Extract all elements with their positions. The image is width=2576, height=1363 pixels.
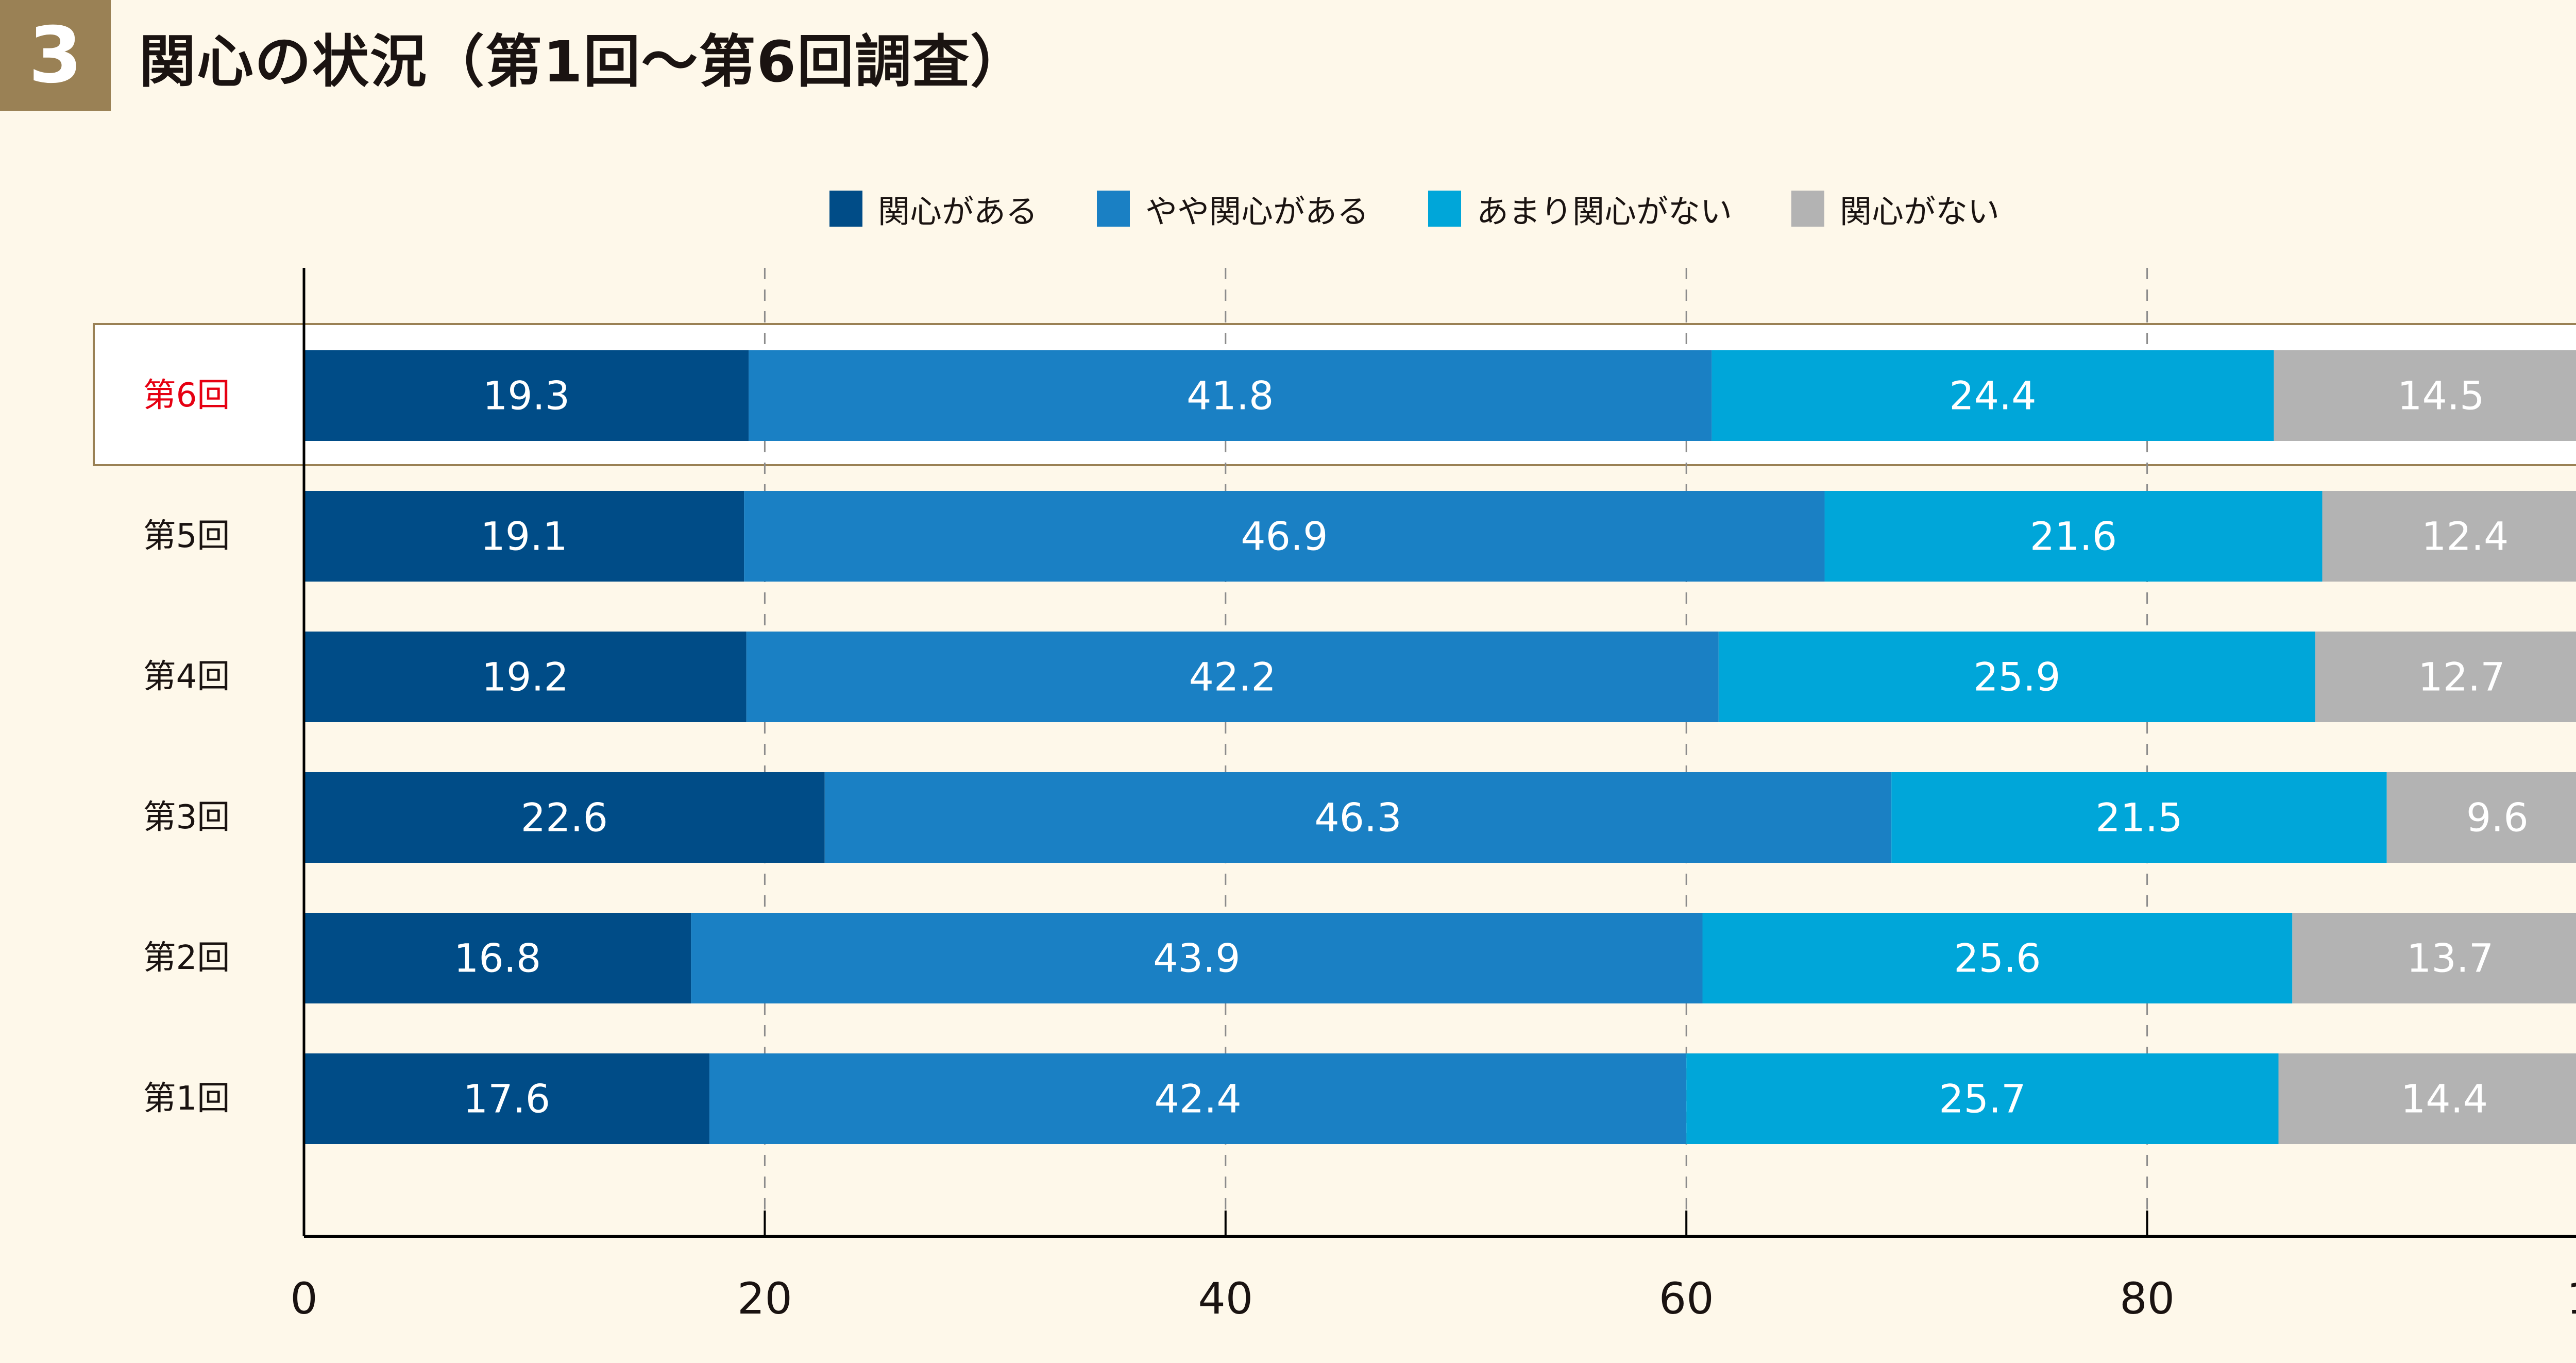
x-tick-label: 0: [290, 1273, 317, 1324]
bar-segment: [749, 350, 1712, 441]
bar-segment: [744, 491, 1825, 582]
section-number: 3: [28, 10, 82, 100]
bar-segment: [709, 1053, 1687, 1144]
bar-value-label: 46.3: [1314, 795, 1401, 841]
bar-value-label: 24.4: [1949, 373, 2036, 419]
bar-segment: [2292, 913, 2576, 1003]
x-tick-label: 100: [2567, 1273, 2576, 1324]
bar-segment: [824, 772, 1892, 863]
bar-segment: [304, 772, 825, 863]
bar-segment: [1718, 632, 2316, 722]
legend-item-not-very-interested: あまり関心がない: [1428, 185, 1732, 232]
bar-segment: [1711, 350, 2274, 441]
bar-segment: [304, 913, 691, 1003]
bar-segment: [1686, 1053, 2279, 1144]
bar-segment: [2274, 350, 2576, 441]
legend-item-not-interested: 関心がない: [1791, 185, 1999, 232]
bar-segment: [2322, 491, 2576, 582]
bar-segment: [691, 913, 1703, 1003]
bar-value-label: 43.9: [1153, 935, 1240, 981]
x-tick-label: 60: [1659, 1273, 1714, 1324]
bar-segment: [1824, 491, 2323, 582]
bar-value-label: 9.6: [2466, 795, 2529, 841]
bar-segment: [2386, 772, 2576, 863]
category-label: 第6回: [143, 377, 230, 415]
bar-segment: [304, 350, 749, 441]
legend-swatch: [1791, 191, 1825, 227]
bar-value-label: 25.7: [1939, 1076, 2026, 1122]
bar-segment: [304, 491, 744, 582]
legend-swatch: [829, 191, 862, 227]
bar-segment: [304, 632, 747, 722]
bar-value-label: 12.7: [2418, 654, 2505, 700]
bar-value-label: 13.7: [2406, 935, 2494, 981]
bar-segment: [304, 1053, 710, 1144]
category-label: 第3回: [143, 798, 230, 837]
legend-label: やや関心がある: [1145, 193, 1369, 230]
bar-segment: [1891, 772, 2387, 863]
bar-value-label: 41.8: [1187, 373, 1274, 419]
bar-value-label: 14.5: [2397, 373, 2484, 419]
bar-segment: [2278, 1053, 2576, 1144]
bar-value-label: 12.4: [2421, 514, 2509, 559]
category-label: 第2回: [143, 939, 230, 977]
legend: 関心がある やや関心がある あまり関心がない 関心がない: [829, 185, 1999, 232]
x-tick-label: 40: [1198, 1273, 1253, 1324]
bar-value-label: 19.1: [480, 514, 567, 559]
section-number-badge: 3: [0, 0, 111, 111]
bar-value-label: 17.6: [463, 1076, 550, 1122]
bar-segment: [2315, 632, 2576, 722]
legend-label: あまり関心がない: [1477, 193, 1733, 230]
bar-value-label: 19.3: [483, 373, 570, 419]
bar-value-label: 25.6: [1954, 935, 2041, 981]
legend-item-interested: 関心がある: [829, 185, 1038, 232]
x-tick-label: 20: [737, 1273, 792, 1324]
category-label: 第1回: [143, 1080, 230, 1118]
legend-label: 関心がない: [1840, 193, 2000, 230]
bar-value-label: 42.4: [1155, 1076, 1242, 1122]
legend-label: 関心がある: [878, 193, 1038, 230]
bar-value-label: 21.6: [2030, 514, 2117, 559]
bar-segment: [746, 632, 1719, 722]
bar-value-label: 16.8: [454, 935, 541, 981]
bar-value-label: 14.4: [2401, 1076, 2488, 1122]
bar-value-label: 19.2: [482, 654, 569, 700]
x-tick-label: 80: [2120, 1273, 2175, 1324]
bar-value-label: 25.9: [1973, 654, 2060, 700]
bar-value-label: 46.9: [1241, 514, 1328, 559]
legend-swatch: [1097, 191, 1130, 227]
chart-title: 関心の状況（第1回～第6回調査）: [139, 29, 1028, 95]
bar-value-label: 42.2: [1189, 654, 1276, 700]
category-label: 第4回: [143, 658, 230, 696]
bar-segment: [1702, 913, 2293, 1003]
bar-value-label: 22.6: [521, 795, 608, 841]
legend-swatch: [1428, 191, 1462, 227]
category-label: 第5回: [143, 517, 230, 555]
legend-item-somewhat-interested: やや関心がある: [1097, 185, 1369, 232]
bar-value-label: 21.5: [2095, 795, 2182, 841]
